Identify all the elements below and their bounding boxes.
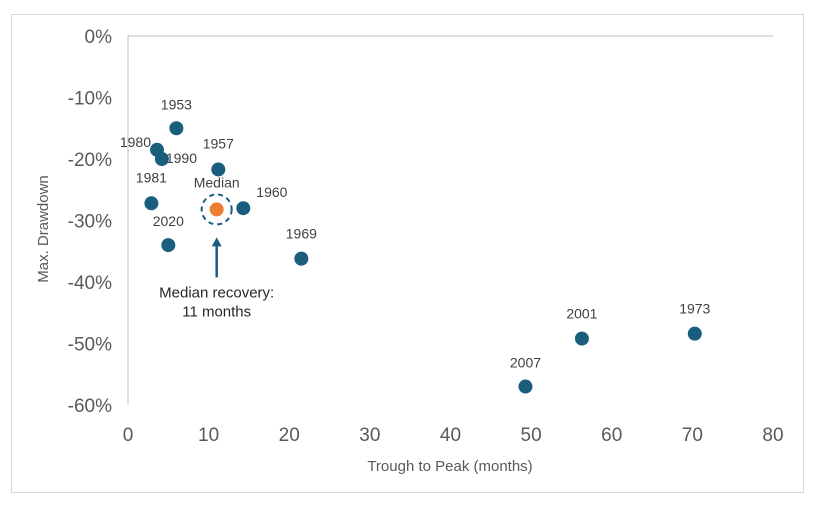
point-labels: 1953 1980 1990 1957 1981 1960 2020 1969 2001 1973… xyxy=(120,96,711,370)
x-tick-label: 60 xyxy=(601,425,622,446)
median-marker-group: Median xyxy=(194,174,240,278)
median-arrowhead xyxy=(211,237,222,247)
median-ring xyxy=(200,193,233,226)
data-point xyxy=(687,326,702,341)
x-tick-label: 70 xyxy=(682,425,703,446)
y-tick-label: 0% xyxy=(85,27,113,48)
x-tick-label: 80 xyxy=(762,425,783,446)
point-label: 1973 xyxy=(679,301,710,317)
x-tick-label: 50 xyxy=(521,425,542,446)
data-point xyxy=(154,152,169,166)
point-label: 1953 xyxy=(161,96,192,112)
data-point xyxy=(144,196,159,211)
point-label: 2020 xyxy=(153,213,184,229)
chart-frame: 0% -10% -20% -30% -40% -50% -60% 0 10 20 30 40 50 60… xyxy=(11,14,804,493)
data-points xyxy=(144,121,702,394)
data-point xyxy=(211,162,226,177)
annotation-line-1: Median recovery: xyxy=(159,284,274,301)
scatter-plot: 0% -10% -20% -30% -40% -50% -60% 0 10 20 30 40 50 60… xyxy=(35,27,784,475)
point-label: 1960 xyxy=(256,184,287,200)
x-tick-labels: 0 10 20 30 40 50 60 70 80 xyxy=(123,425,784,446)
y-tick-label: -20% xyxy=(68,150,112,171)
x-tick-label: 30 xyxy=(359,425,380,446)
y-tick-label: -50% xyxy=(68,335,112,356)
data-point xyxy=(161,238,176,253)
y-tick-label: -10% xyxy=(68,89,112,110)
data-point xyxy=(574,331,589,346)
data-point xyxy=(518,379,533,394)
annotation-line-2: 11 months xyxy=(182,303,251,320)
y-tick-label: -40% xyxy=(68,273,112,294)
x-tick-label: 10 xyxy=(198,425,219,446)
median-point xyxy=(209,202,224,217)
y-axis-title: Max. Drawdown xyxy=(35,175,52,283)
point-label: 2001 xyxy=(566,306,597,322)
data-point xyxy=(294,251,309,266)
y-tick-label: -30% xyxy=(68,212,112,233)
point-label: 1969 xyxy=(286,226,317,242)
data-point xyxy=(236,201,251,216)
x-tick-label: 40 xyxy=(440,425,461,446)
median-label: Median xyxy=(194,174,240,190)
point-label: 1957 xyxy=(203,135,234,151)
x-tick-label: 20 xyxy=(279,425,300,446)
y-tick-labels: 0% -10% -20% -30% -40% -50% -60% xyxy=(68,27,112,417)
x-axis-title: Trough to Peak (months) xyxy=(367,458,532,475)
point-label: 1980 xyxy=(120,134,151,150)
y-tick-label: -60% xyxy=(68,396,112,417)
data-point xyxy=(169,121,184,136)
axes xyxy=(127,35,773,405)
x-tick-label: 0 xyxy=(123,425,134,446)
point-label: 2007 xyxy=(510,355,541,371)
point-label: 1981 xyxy=(136,169,167,185)
point-label: 1990 xyxy=(166,150,197,166)
